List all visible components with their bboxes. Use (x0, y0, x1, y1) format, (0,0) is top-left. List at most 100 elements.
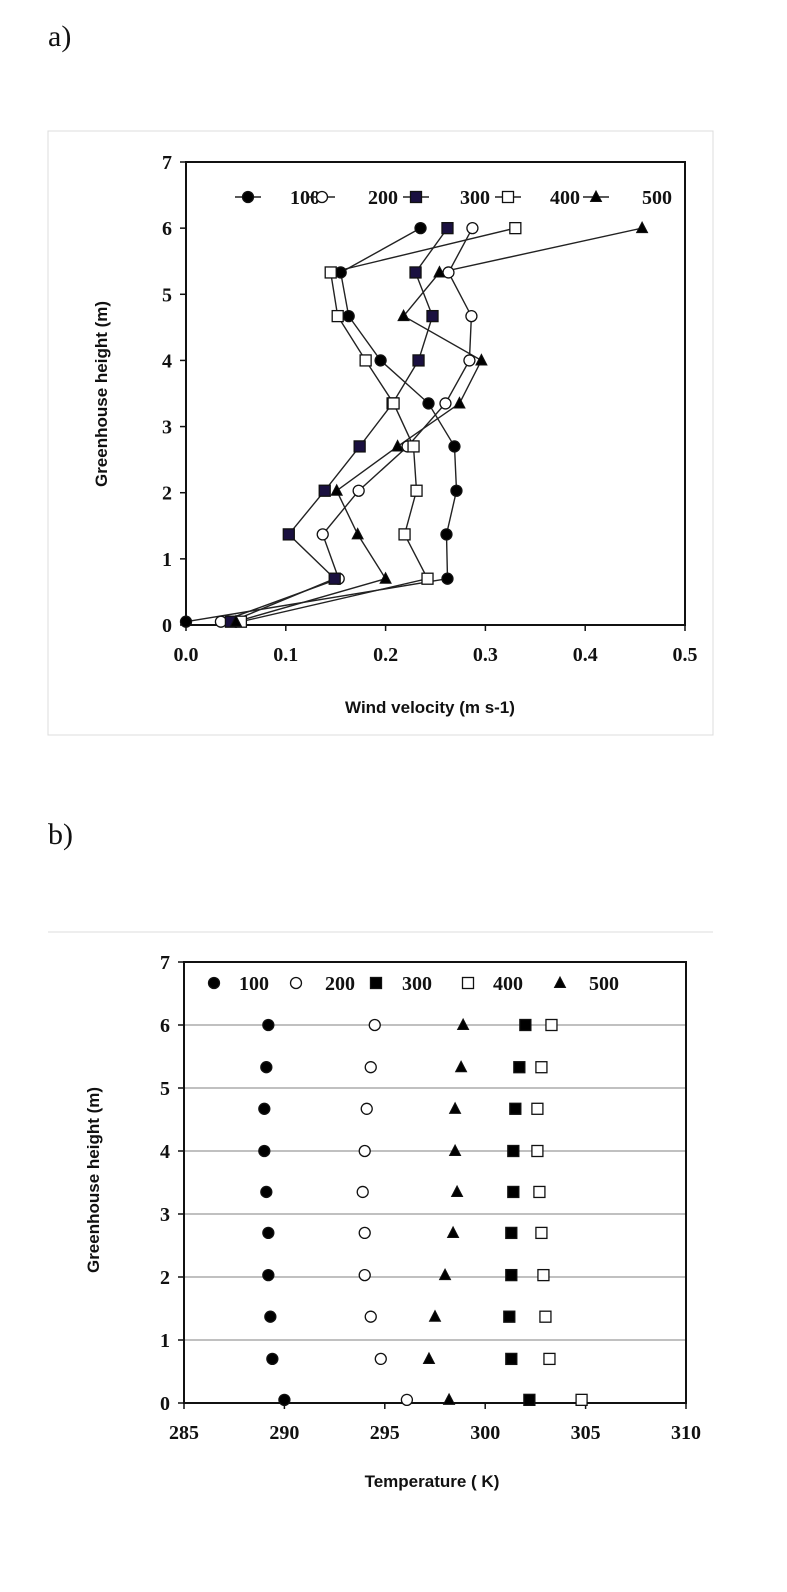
chart-b-point-300 (513, 1061, 526, 1074)
chart-b-y-tick-label: 4 (160, 1141, 170, 1163)
chart-a-point-400 (410, 484, 423, 497)
chart-b-y-tick-label: 6 (160, 1015, 170, 1037)
chart-a-point-300 (409, 266, 422, 279)
chart-a-point-100 (179, 615, 193, 628)
chart-b-point-100 (264, 1310, 277, 1323)
chart-b-point-400 (533, 1185, 546, 1199)
chart-b-point-400 (535, 1061, 548, 1074)
chart-b-point-200 (358, 1226, 371, 1240)
chart-a-legend-marker-100 (241, 190, 255, 204)
chart-b-point-500 (438, 1267, 452, 1281)
chart-a-outer-frame (47, 130, 714, 736)
chart-b-x-tick-label: 295 (370, 1422, 400, 1444)
chart-a-y-tick-label: 5 (162, 284, 172, 306)
chart-b-point-400 (539, 1310, 552, 1323)
chart-b-point-300 (519, 1018, 532, 1032)
chart-b-legend-marker-200 (289, 976, 303, 990)
chart-b-point-500 (448, 1143, 462, 1157)
chart-a-y-tick-label: 7 (162, 152, 172, 174)
chart-a-y-tick-label: 3 (162, 417, 172, 439)
chart-b-y-tick-label: 2 (160, 1267, 170, 1289)
chart-a-point-300 (318, 484, 331, 497)
chart-a-y-tick-label: 6 (162, 218, 172, 240)
chart-a-point-200 (439, 397, 452, 410)
panel-label-b: b) (48, 818, 73, 851)
chart-a-point-500 (351, 527, 364, 540)
chart-b-point-200 (358, 1268, 371, 1282)
chart-b-point-300 (505, 1226, 518, 1240)
chart-b-legend-label-300: 300 (402, 973, 432, 995)
chart-a-point-400 (398, 528, 411, 541)
chart-b-point-300 (503, 1310, 516, 1323)
chart-b-legend-label-400: 400 (493, 973, 523, 995)
chart-a-point-500 (453, 396, 466, 409)
chart-b-point-500 (442, 1392, 456, 1405)
chart-b-point-300 (505, 1268, 518, 1282)
chart-a-point-300 (412, 354, 425, 367)
chart-b-legend: 100 200 300 400 500 (207, 973, 619, 995)
chart-b: 0 1 2 3 4 5 6 7 285 290 295 300 305 310 100 200 300 400 5… (84, 952, 701, 1491)
chart-a-point-100 (342, 309, 355, 323)
chart-a-y-tick-label: 4 (162, 350, 172, 372)
chart-a-legend-label-200: 200 (368, 187, 398, 209)
chart-b-legend-label-100: 100 (239, 973, 269, 995)
chart-b-point-100 (266, 1352, 279, 1366)
chart-b-point-100 (278, 1393, 291, 1406)
chart-a-plot-area (185, 161, 686, 626)
chart-b-point-300 (509, 1102, 522, 1115)
chart-a-y-tick-label: 0 (162, 615, 172, 637)
chart-a-legend-label-500: 500 (642, 187, 672, 209)
chart-a-point-100 (450, 484, 463, 497)
chart-a-legend-label-300: 300 (460, 187, 490, 209)
chart-a-point-200 (352, 484, 365, 497)
chart-a-legend-label-400: 400 (550, 187, 580, 209)
chart-b-plot-area (183, 961, 687, 1404)
chart-b-x-tick-label: 310 (671, 1422, 701, 1444)
chart-a: 0 1 2 3 4 5 6 7 0.0 0.1 0.2 0.3 0.4 0.5 100 200 300 400 5… (92, 152, 698, 717)
chart-a-point-500 (635, 221, 649, 234)
chart-b-x-tick-label: 300 (470, 1422, 500, 1444)
chart-b-y-tick-label: 3 (160, 1204, 170, 1226)
chart-b-y-tick-label: 7 (160, 952, 170, 974)
chart-a-point-400 (407, 440, 420, 453)
chart-b-point-400 (531, 1102, 544, 1115)
chart-a-x-tick-label: 0.0 (174, 644, 199, 666)
chart-a-point-100 (441, 572, 454, 585)
chart-a-point-500 (379, 571, 392, 584)
chart-b-point-500 (422, 1351, 436, 1364)
chart-b-gridlines (184, 961, 686, 1404)
chart-a-point-100 (414, 221, 427, 235)
chart-b-point-200 (364, 1061, 377, 1074)
chart-b-x-tick-label: 290 (269, 1422, 299, 1444)
chart-a-point-300 (426, 309, 439, 323)
chart-b-y-tick-label: 1 (160, 1330, 170, 1352)
chart-b-x-axis-label: Temperature ( K) (365, 1472, 500, 1491)
chart-b-legend-marker-100 (207, 976, 221, 990)
chart-a-point-400 (331, 309, 344, 323)
chart-b-x-tick-label: 305 (571, 1422, 601, 1444)
chart-a-point-200 (466, 221, 479, 235)
chart-b-y-axis-label: Greenhouse height (m) (84, 1087, 103, 1273)
chart-b-point-500 (446, 1225, 460, 1238)
chart-b-point-300 (505, 1352, 518, 1366)
chart-b-point-200 (374, 1352, 387, 1366)
chart-b-legend-label-200: 200 (325, 973, 355, 995)
chart-b-point-500 (456, 1017, 470, 1031)
chart-b-point-100 (262, 1268, 275, 1282)
chart-b-x-tick-label: 285 (169, 1422, 199, 1444)
chart-a-legend-marker-400 (501, 190, 515, 204)
chart-b-point-200 (360, 1102, 373, 1115)
chart-a-point-400 (421, 572, 434, 585)
chart-b-point-400 (531, 1144, 544, 1158)
chart-a-point-500 (397, 308, 410, 322)
chart-a-point-300 (328, 572, 341, 585)
chart-a-point-100 (448, 440, 461, 453)
chart-b-point-100 (262, 1018, 275, 1032)
chart-a-legend-marker-200 (315, 190, 329, 204)
chart-a-legend: 100 200 300 400 500 (235, 187, 672, 209)
chart-a-series-line-300 (230, 227, 449, 623)
chart-a-x-tick-label: 0.4 (573, 644, 598, 666)
chart-a-series-lines (185, 227, 643, 623)
chart-b-point-100 (262, 1226, 275, 1240)
chart-a-point-300 (441, 221, 454, 235)
